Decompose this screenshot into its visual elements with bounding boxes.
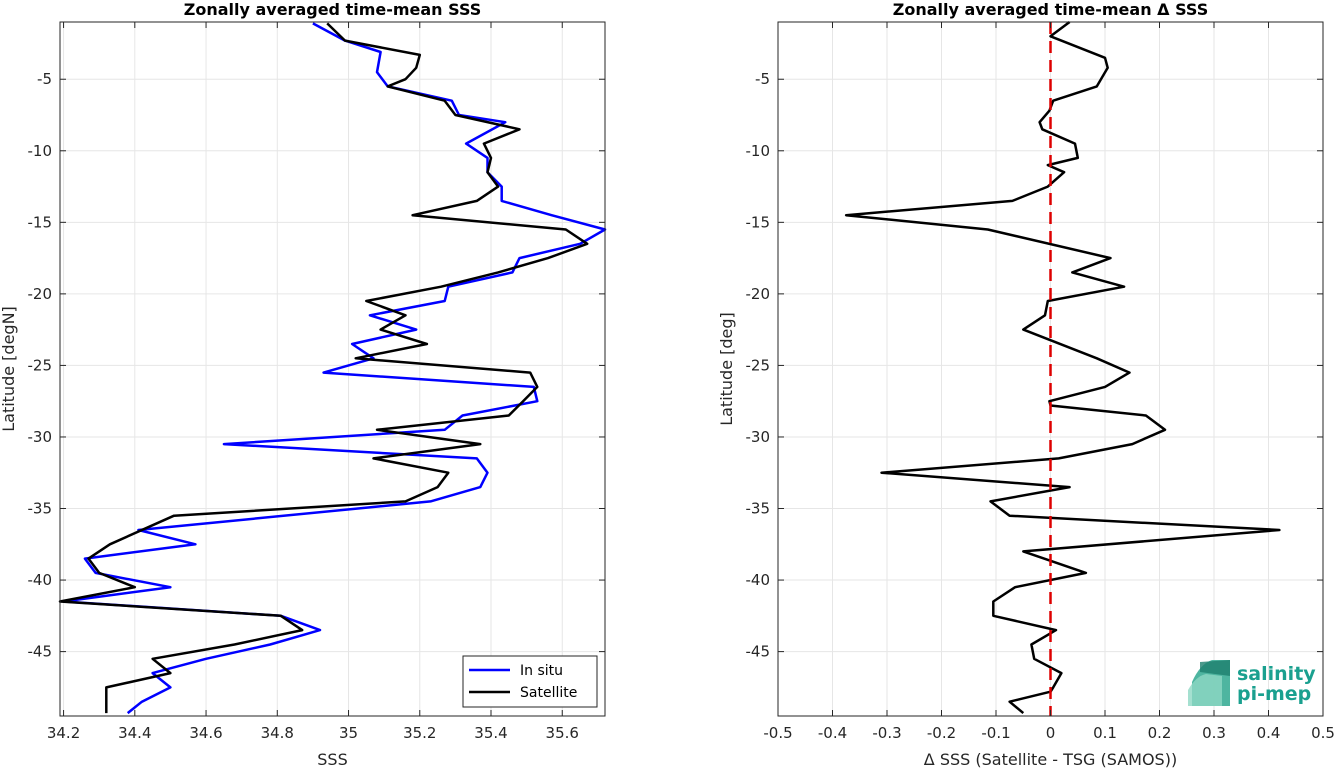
y-tick-label: -35 bbox=[746, 500, 771, 518]
x-tick-label: 34.6 bbox=[189, 724, 222, 742]
y-tick-label: -35 bbox=[28, 500, 53, 518]
y-tick-label: -30 bbox=[28, 428, 53, 446]
legend-label-satellite: Satellite bbox=[520, 685, 577, 701]
x-tick-label: 0.5 bbox=[1311, 724, 1335, 742]
y-ticks-right: -5 -10 -15 -20 -25 -30 -35 -40 -45 bbox=[746, 70, 1323, 661]
x-tick-label: -0.3 bbox=[872, 724, 901, 742]
y-tick-label: -10 bbox=[746, 142, 771, 160]
y-tick-label: -10 bbox=[28, 142, 53, 160]
panel-sss: 34.2 34.4 34.6 34.8 35 35.2 35.4 35.6 -5-10-15-… bbox=[0, 0, 607, 769]
series-line-series-0-right bbox=[844, 20, 1281, 715]
x-tick-label: 34.4 bbox=[118, 724, 151, 742]
y-tick-label: -45 bbox=[746, 643, 771, 661]
y-tick-label: -20 bbox=[746, 285, 771, 303]
title-left: Zonally averaged time-mean SSS bbox=[184, 0, 482, 19]
panel-delta-sss: -0.5 -0.4 -0.3 -0.2 -0.1 0 0.1 0.2 0.3 0.4 0.5 -5-… bbox=[717, 0, 1335, 769]
x-tick-label: 0.4 bbox=[1257, 724, 1281, 742]
x-ticks-right: -0.5 -0.4 -0.3 -0.2 -0.1 0 0.1 0.2 0.3 0.4 0.5 bbox=[763, 22, 1335, 742]
series-left bbox=[58, 22, 607, 715]
y-tick-label: -15 bbox=[746, 213, 771, 231]
title-right: Zonally averaged time-mean Δ SSS bbox=[893, 0, 1209, 19]
x-tick-label: 0.2 bbox=[1148, 724, 1172, 742]
logo-text-line2: pi-mep bbox=[1237, 683, 1311, 705]
y-tick-label: -15 bbox=[28, 213, 53, 231]
xlabel-right: Δ SSS (Satellite - TSG (SAMOS)) bbox=[924, 750, 1177, 769]
x-tick-label: 35 bbox=[339, 724, 358, 742]
logo-text-line1: salinity bbox=[1237, 663, 1316, 685]
x-tick-label: 35.6 bbox=[546, 724, 579, 742]
logo-graphic-front bbox=[1188, 674, 1222, 706]
xlabel-left: SSS bbox=[317, 750, 347, 769]
x-tick-label: 0 bbox=[1046, 724, 1056, 742]
y-tick-label: -5 bbox=[37, 70, 52, 88]
series-line-in-situ-left bbox=[62, 22, 607, 715]
legend-label-in-situ: In situ bbox=[520, 663, 563, 679]
legend-box bbox=[462, 655, 598, 708]
x-tick-label: 34.2 bbox=[47, 724, 80, 742]
x-tick-label: -0.5 bbox=[763, 724, 792, 742]
x-tick-label: -0.4 bbox=[818, 724, 847, 742]
logo-graphic-top bbox=[1200, 660, 1230, 676]
y-tick-label: -5 bbox=[755, 70, 770, 88]
ylabel-left: Latitude [degN] bbox=[0, 306, 18, 432]
y-tick-label: -40 bbox=[746, 571, 771, 589]
y-tick-label: -30 bbox=[746, 428, 771, 446]
y-ticks-left: -5 -10 -15 -20 -25 -30 -35 -40 -45 bbox=[28, 70, 605, 661]
x-tick-label: 35.2 bbox=[403, 724, 436, 742]
y-tick-label: -40 bbox=[28, 571, 53, 589]
y-tick-label: -25 bbox=[746, 356, 771, 374]
axes-box-left bbox=[59, 21, 606, 717]
x-tick-label: 0.1 bbox=[1093, 724, 1117, 742]
y-tick-label: -45 bbox=[28, 643, 53, 661]
legend: In situ Satellite bbox=[462, 655, 598, 708]
y-tick-label: -20 bbox=[28, 285, 53, 303]
series-right bbox=[844, 20, 1281, 715]
salinity-pi-mep-logo: salinity pi-mep bbox=[1188, 660, 1316, 706]
x-tick-label: 0.3 bbox=[1202, 724, 1226, 742]
ylabel-right: Latitude [deg] bbox=[717, 312, 736, 426]
x-tick-label: -0.1 bbox=[981, 724, 1010, 742]
x-tick-label: -0.2 bbox=[927, 724, 956, 742]
y-tick-label: -25 bbox=[28, 356, 53, 374]
x-tick-label: 34.8 bbox=[261, 724, 294, 742]
x-ticks-left: 34.2 34.4 34.6 34.8 35 35.2 35.4 35.6 bbox=[47, 22, 579, 742]
x-tick-label: 35.4 bbox=[474, 724, 507, 742]
series-line-satellite-left bbox=[58, 22, 589, 714]
